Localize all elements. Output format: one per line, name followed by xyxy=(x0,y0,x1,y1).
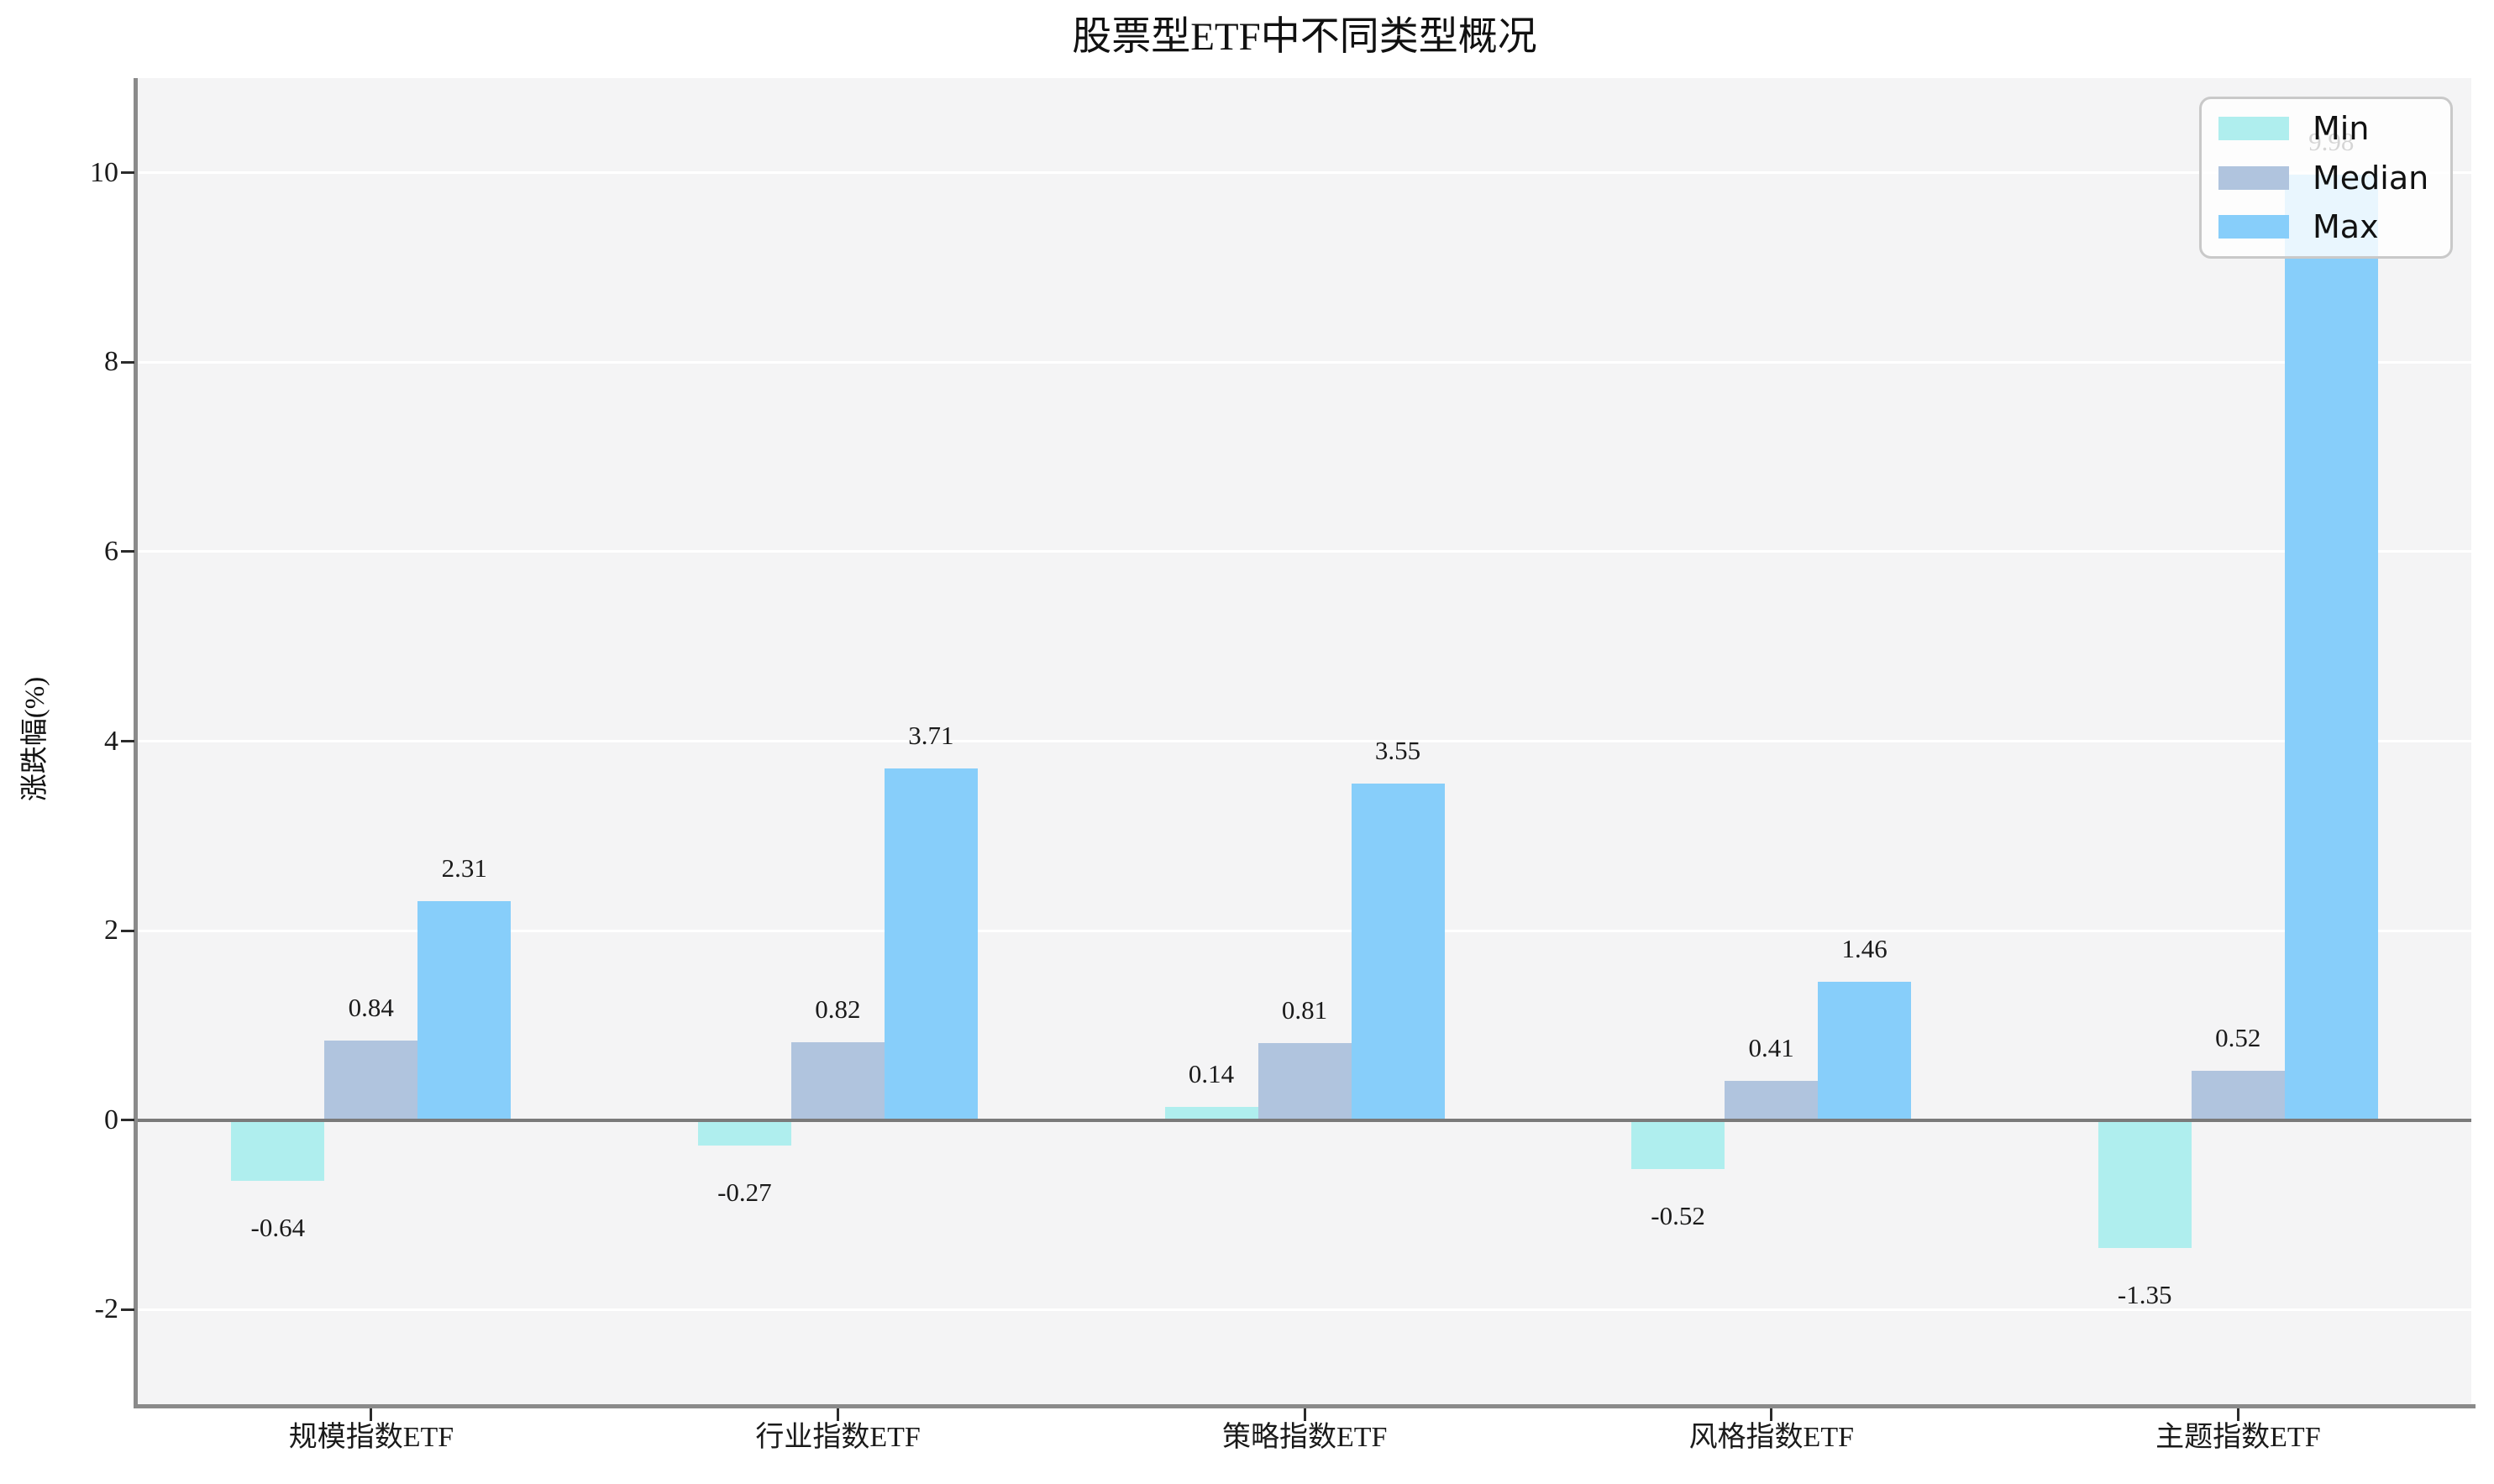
legend-swatch-median-icon xyxy=(2218,165,2289,190)
zero-baseline xyxy=(138,1118,2471,1122)
legend-label-max: Max xyxy=(2313,208,2379,245)
value-label-min-1: -0.64 xyxy=(250,1212,306,1242)
x-axis-spine xyxy=(134,1404,2476,1408)
gridline-y-10 xyxy=(138,171,2471,175)
y-tick-mark xyxy=(121,740,134,742)
value-label-max-1: 2.31 xyxy=(441,853,487,884)
value-label-median-2: 0.82 xyxy=(815,994,861,1025)
value-label-min-4: -0.52 xyxy=(1651,1201,1705,1231)
legend-row-min: Min xyxy=(2218,113,2434,144)
legend-swatch-min-icon xyxy=(2218,117,2289,140)
gridline-y-4 xyxy=(138,740,2471,742)
value-label-max-3: 3.55 xyxy=(1374,736,1421,766)
y-tick-label: 10 xyxy=(90,156,118,188)
value-label-min-2: -0.27 xyxy=(717,1177,772,1208)
bar-min-2 xyxy=(697,1120,791,1146)
value-label-min-5: -1.35 xyxy=(2117,1279,2172,1309)
chart-title: 股票型ETF中不同类型概况 xyxy=(1072,15,1537,59)
y-tick-label: 8 xyxy=(104,346,118,378)
bar-min-3 xyxy=(1164,1106,1258,1120)
gridline-y-8 xyxy=(138,360,2471,364)
legend-row-median: Median xyxy=(2218,162,2434,194)
y-tick-mark xyxy=(121,1119,134,1122)
x-tick-mark xyxy=(2236,1408,2239,1421)
bar-min-1 xyxy=(231,1120,325,1181)
bar-max-5 xyxy=(2284,175,2378,1120)
x-tick-label-5: 主题指数ETF xyxy=(2155,1422,2321,1453)
y-tick-mark xyxy=(121,929,134,932)
y-tick-label: 4 xyxy=(104,725,118,757)
bar-median-5 xyxy=(2191,1070,2285,1120)
bar-median-1 xyxy=(324,1040,418,1120)
bar-max-1 xyxy=(417,901,512,1120)
y-tick-mark xyxy=(121,1308,134,1311)
bar-max-4 xyxy=(1818,981,1912,1120)
legend-label-min: Min xyxy=(2313,110,2370,147)
x-tick-label-1: 规模指数ETF xyxy=(288,1422,454,1453)
bar-max-2 xyxy=(884,768,978,1120)
y-axis-spine xyxy=(134,78,138,1408)
bar-max-3 xyxy=(1351,784,1445,1120)
y-tick-label: 6 xyxy=(104,535,118,567)
bar-median-2 xyxy=(790,1042,885,1120)
x-tick-mark xyxy=(1770,1408,1773,1421)
y-tick-label: 2 xyxy=(104,915,118,947)
x-tick-label-4: 风格指数ETF xyxy=(1688,1422,1855,1453)
gridline-y-6 xyxy=(138,550,2471,553)
legend-label-median: Median xyxy=(2313,159,2429,197)
y-tick-mark xyxy=(121,550,134,553)
value-label-median-5: 0.52 xyxy=(2215,1022,2261,1052)
x-tick-mark xyxy=(370,1408,373,1421)
x-tick-label-2: 行业指数ETF xyxy=(755,1422,921,1453)
y-tick-mark xyxy=(121,171,134,175)
value-label-median-3: 0.81 xyxy=(1281,995,1328,1025)
gridline-y-2 xyxy=(138,929,2471,932)
x-tick-mark xyxy=(836,1408,839,1421)
value-label-median-1: 0.84 xyxy=(348,992,394,1022)
bar-min-5 xyxy=(2098,1120,2192,1248)
bar-min-4 xyxy=(1631,1120,1725,1170)
legend-box: Min Median Max xyxy=(2199,97,2453,259)
value-label-max-4: 1.46 xyxy=(1841,933,1888,963)
bar-median-4 xyxy=(1725,1081,1819,1120)
gridline-y--2 xyxy=(138,1308,2471,1311)
y-tick-mark xyxy=(121,360,134,364)
value-label-median-4: 0.41 xyxy=(1748,1033,1794,1063)
value-label-max-2: 3.71 xyxy=(908,721,954,751)
legend-row-max: Max xyxy=(2218,211,2434,243)
y-tick-label: 0 xyxy=(104,1104,118,1135)
y-tick-label: -2 xyxy=(94,1293,118,1325)
y-axis-label: 涨跌幅(%) xyxy=(20,676,50,802)
value-label-min-3: 0.14 xyxy=(1188,1058,1235,1088)
x-tick-mark xyxy=(1303,1408,1306,1421)
legend-swatch-max-icon xyxy=(2218,215,2289,239)
bar-median-3 xyxy=(1258,1043,1352,1120)
x-tick-label-3: 策略指数ETF xyxy=(1221,1422,1388,1453)
